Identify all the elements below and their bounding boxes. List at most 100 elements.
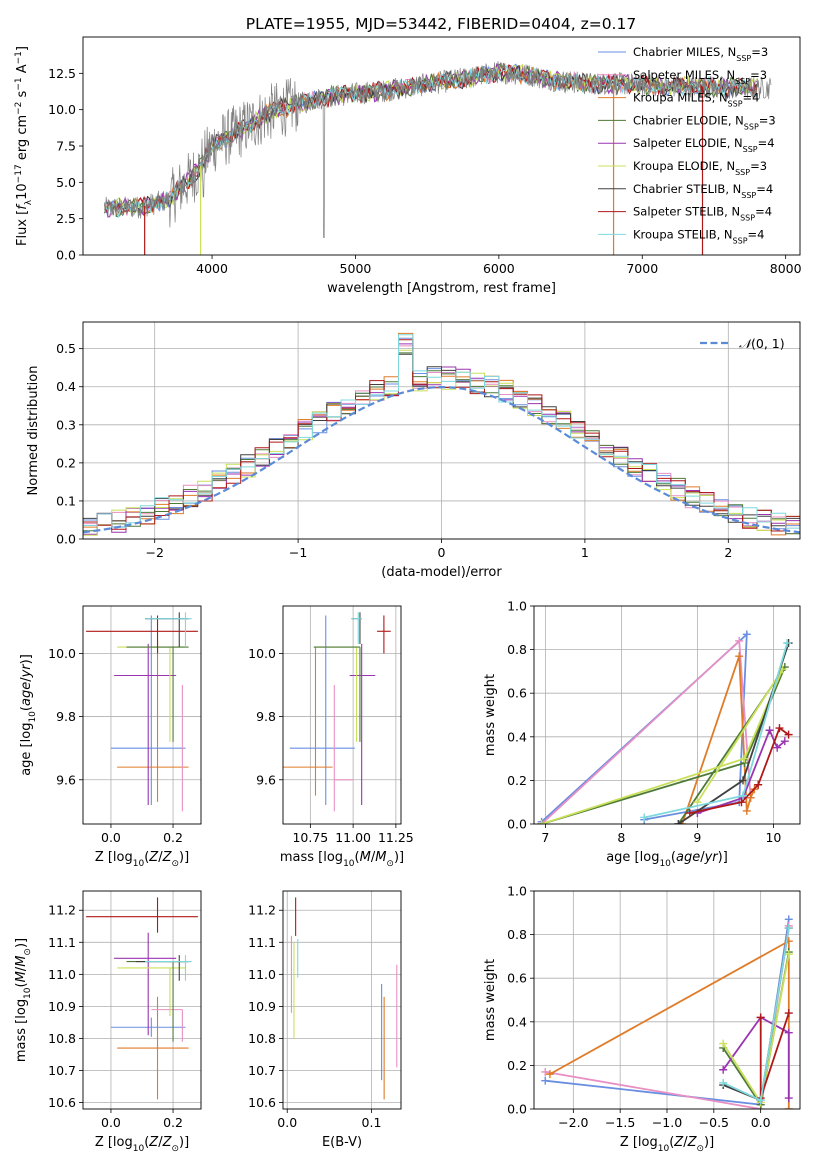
mass-weight-marker (739, 791, 747, 800)
y-axis-label: mass weight (483, 959, 498, 1041)
legend-label: Salpeter ELODIE, NSSP=4 (633, 136, 775, 154)
y-tick-label: 2.5 (56, 211, 76, 226)
x-tick-label: 11.00 (335, 830, 371, 845)
y-tick-label: 9.8 (56, 709, 76, 724)
legend-label: Chabrier STELIB, NSSP=4 (633, 182, 773, 200)
mass-weight-marker (746, 793, 755, 802)
y-tick-label: 5.0 (56, 175, 76, 190)
mass-weight-marker (784, 1105, 793, 1109)
mass_vs_EBV-ticks: 0.0 0.1 10.6 10.7 10.8 10.9 11.0 11.1 11.2 (248, 903, 381, 1130)
mass-weight-marker (775, 724, 784, 733)
x-tick-label: 0.0 (101, 1115, 121, 1130)
axes-frame (82, 890, 202, 1110)
y-tick-label: 0.0 (56, 248, 76, 263)
y-tick-label: 10.6 (248, 1095, 276, 1110)
legend-label: 𝒩(0, 1) (739, 336, 785, 351)
mass_vs_Z-plot-area (86, 897, 198, 1100)
x-tick-label: −2.0 (558, 1115, 588, 1130)
axes-frame (533, 890, 801, 1110)
y-tick-label: 11.1 (48, 935, 76, 950)
legend-label: Kroupa ELODIE, NSSP=3 (633, 159, 767, 177)
panel-spectrum: 4000 5000 6000 7000 8000 0.0 2.5 5.0 7.5 10.0 12.5… (14, 36, 802, 296)
y-tick-label: 1.0 (507, 599, 527, 614)
y-tick-label: 9.6 (56, 772, 76, 787)
axes-frame (282, 890, 402, 1110)
age_vs_Z-ticks: 0.0 0.2 9.6 9.8 10.0 (48, 646, 183, 845)
mass-weight-marker (545, 1070, 554, 1079)
y-tick-label: 10.0 (248, 646, 276, 661)
x-tick-label: 8000 (770, 261, 802, 276)
weight_vs_age-plot-area (537, 630, 793, 824)
panel-mass_vs_EBV: 0.0 0.1 10.6 10.7 10.8 10.9 11.0 11.1 11.2 E(B-V) (248, 890, 402, 1150)
x-tick-label: 0.0 (751, 1115, 771, 1130)
y-tick-label: 9.8 (256, 709, 276, 724)
x-tick-label: −1 (289, 545, 307, 560)
x-tick-label: 0 (438, 545, 446, 560)
y-tick-label: 11.2 (248, 903, 276, 918)
age_vs_Z-grid (83, 606, 201, 824)
panel-residuals: −2 −1 0 1 2 0.0 0.1 0.2 0.3 0.4 0.5 (data-model)/er… (26, 321, 801, 580)
mass-weight-line (541, 668, 784, 824)
mass_vs_EBV-grid (283, 891, 401, 1109)
x-axis-label: E(B-V) (322, 1135, 362, 1150)
y-tick-label: 0.1 (56, 493, 76, 508)
mass-weight-marker (740, 754, 749, 763)
mass-weight-line (549, 939, 790, 1109)
y-tick-label: 0.0 (507, 1102, 527, 1117)
mass-weight-line (722, 927, 790, 1102)
x-tick-label: 10.75 (292, 830, 328, 845)
y-tick-label: 11.1 (248, 935, 276, 950)
mass-weight-marker (537, 820, 546, 824)
y-tick-label: 10.9 (48, 999, 76, 1014)
age_vs_mass-ticks: 10.75 11.00 11.25 9.6 9.8 10.0 (248, 646, 414, 845)
mass-weight-marker (735, 652, 744, 661)
axes-frame (533, 605, 801, 825)
mass-weight-marker (784, 924, 793, 933)
y-tick-label: 11.0 (248, 967, 276, 982)
legend-label: Chabrier MILES, NSSP=3 (633, 45, 768, 63)
y-tick-label: 10.9 (248, 999, 276, 1014)
y-tick-label: 12.5 (48, 66, 76, 81)
legend-label: Chabrier ELODIE, NSSP=3 (633, 113, 776, 130)
legend-label: Salpeter MILES, NSSP=3 (633, 68, 767, 86)
residual-histogram-step (83, 349, 800, 539)
mass-weight-marker (742, 806, 751, 815)
x-axis-label: mass [log10(M/M⊙)] (280, 850, 404, 869)
spectrum-ticks: 4000 5000 6000 7000 8000 0.0 2.5 5.0 7.5 10.0 12.5 (48, 66, 801, 276)
y-tick-label: 0.8 (507, 927, 527, 942)
x-tick-label: 6000 (483, 261, 515, 276)
mass-weight-marker (754, 780, 763, 789)
mass-weight-marker (783, 639, 792, 648)
mass-weight-marker (784, 1028, 793, 1037)
x-tick-label: 0.2 (163, 1115, 183, 1130)
spectrum-plot-area (103, 61, 772, 255)
y-axis-label: Flux [fλ10−17 erg cm−2 s−1 A−1] (14, 46, 34, 246)
legend-label: Kroupa STELIB, NSSP=4 (633, 227, 764, 245)
mass-weight-marker (773, 743, 782, 752)
y-tick-label: 0.5 (56, 341, 76, 356)
y-tick-label: 0.6 (507, 971, 527, 986)
age_vs_mass-grid (283, 606, 401, 824)
y-tick-label: 7.5 (56, 139, 76, 154)
x-tick-label: 8 (617, 830, 625, 845)
y-tick-label: 0.3 (56, 417, 76, 432)
figure-title: PLATE=1955, MJD=53442, FIBERID=0404, z=0… (246, 15, 636, 33)
residual-histogram-step (83, 334, 800, 539)
x-tick-label: −2 (145, 545, 163, 560)
x-axis-label: Z [log10(Z/Z⊙)] (95, 850, 189, 869)
mass-weight-marker (685, 809, 694, 818)
weight_vs_age-ticks: 7 8 9 10 0.0 0.2 0.4 0.6 0.8 1.0 (507, 599, 781, 846)
age_vs_Z-plot-area (86, 612, 198, 812)
x-tick-label: 9 (693, 830, 701, 845)
mass_vs_Z-ticks: 0.0 0.2 10.6 10.7 10.8 10.9 11.0 11.1 11.2 (48, 903, 183, 1130)
mass-weight-marker (739, 776, 747, 785)
mass-weight-marker (674, 820, 683, 824)
axes-frame (282, 605, 402, 825)
mass-weight-line (541, 666, 786, 824)
mass-weight-marker (742, 630, 751, 639)
y-tick-label: 0.0 (507, 817, 527, 832)
y-tick-label: 10.7 (248, 1063, 276, 1078)
mass-weight-marker (784, 1009, 793, 1018)
axes-frame (82, 321, 801, 540)
y-tick-label: 10.0 (48, 102, 76, 117)
